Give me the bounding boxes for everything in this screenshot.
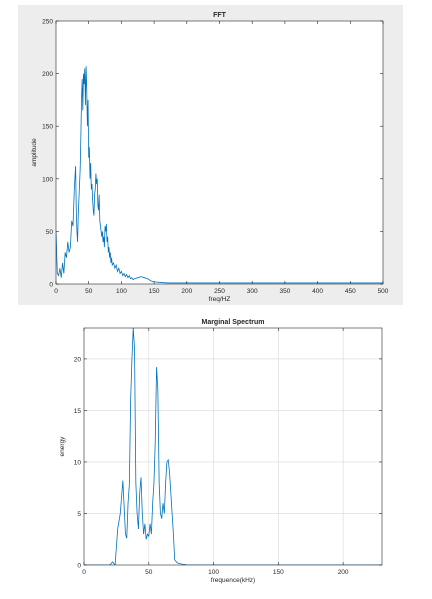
x-tick-label: 300	[247, 288, 258, 295]
x-tick-label: 150	[273, 569, 284, 576]
x-tick-label: 0	[82, 569, 86, 576]
fft-figure: 0 50 100 150 200 250 300 350 400 450 500 0 50 100 150 2…	[18, 5, 403, 305]
y-tick-label: 20	[74, 356, 82, 363]
marginal-spectrum-figure: 0 50 100 150 200 0 5 10 15 20 Marginal Spectrum fre…	[56, 313, 396, 588]
plot-area	[56, 21, 383, 284]
y-tick-label: 15	[74, 408, 82, 415]
y-axis-label: amplitude	[31, 138, 38, 167]
marginal-spectrum-chart: 0 50 100 150 200 0 5 10 15 20 Marginal Spectrum fre…	[59, 319, 383, 584]
x-tick-label: 450	[345, 288, 356, 295]
series-line	[84, 328, 382, 565]
x-tick-label: 0	[54, 288, 58, 295]
y-axis-label: energy	[59, 436, 66, 457]
x-tick-label: 100	[208, 569, 219, 576]
y-tick-label: 150	[42, 124, 53, 131]
y-tick-label: 10	[74, 459, 82, 466]
x-tick-label: 50	[85, 288, 93, 295]
chart-title: FFT	[213, 12, 227, 19]
chart-title: Marginal Spectrum	[201, 319, 264, 326]
x-tick-label: 150	[149, 288, 160, 295]
y-tick-label: 5	[77, 511, 81, 518]
x-tick-label: 200	[181, 288, 192, 295]
y-tick-label: 250	[42, 19, 53, 26]
plot-area	[84, 328, 382, 565]
fft-chart: 0 50 100 150 200 250 300 350 400 450 500 0 50 100 150 2…	[31, 12, 389, 303]
x-axis-label: freq/HZ	[209, 296, 231, 303]
x-tick-label: 350	[279, 288, 290, 295]
x-tick-label: 50	[145, 569, 153, 576]
series-line	[56, 66, 383, 284]
y-tick-label: 200	[42, 71, 53, 78]
x-tick-label: 500	[378, 288, 389, 295]
x-tick-label: 250	[214, 288, 225, 295]
x-tick-label: 200	[338, 569, 349, 576]
axes-box	[83, 327, 383, 566]
y-tick-label: 0	[49, 282, 53, 289]
x-tick-label: 400	[312, 288, 323, 295]
x-axis-label: frequence(kHz)	[211, 577, 255, 584]
x-tick-label: 100	[116, 288, 127, 295]
y-tick-label: 100	[42, 176, 53, 183]
y-tick-label: 50	[46, 229, 54, 236]
y-tick-label: 0	[77, 563, 81, 570]
